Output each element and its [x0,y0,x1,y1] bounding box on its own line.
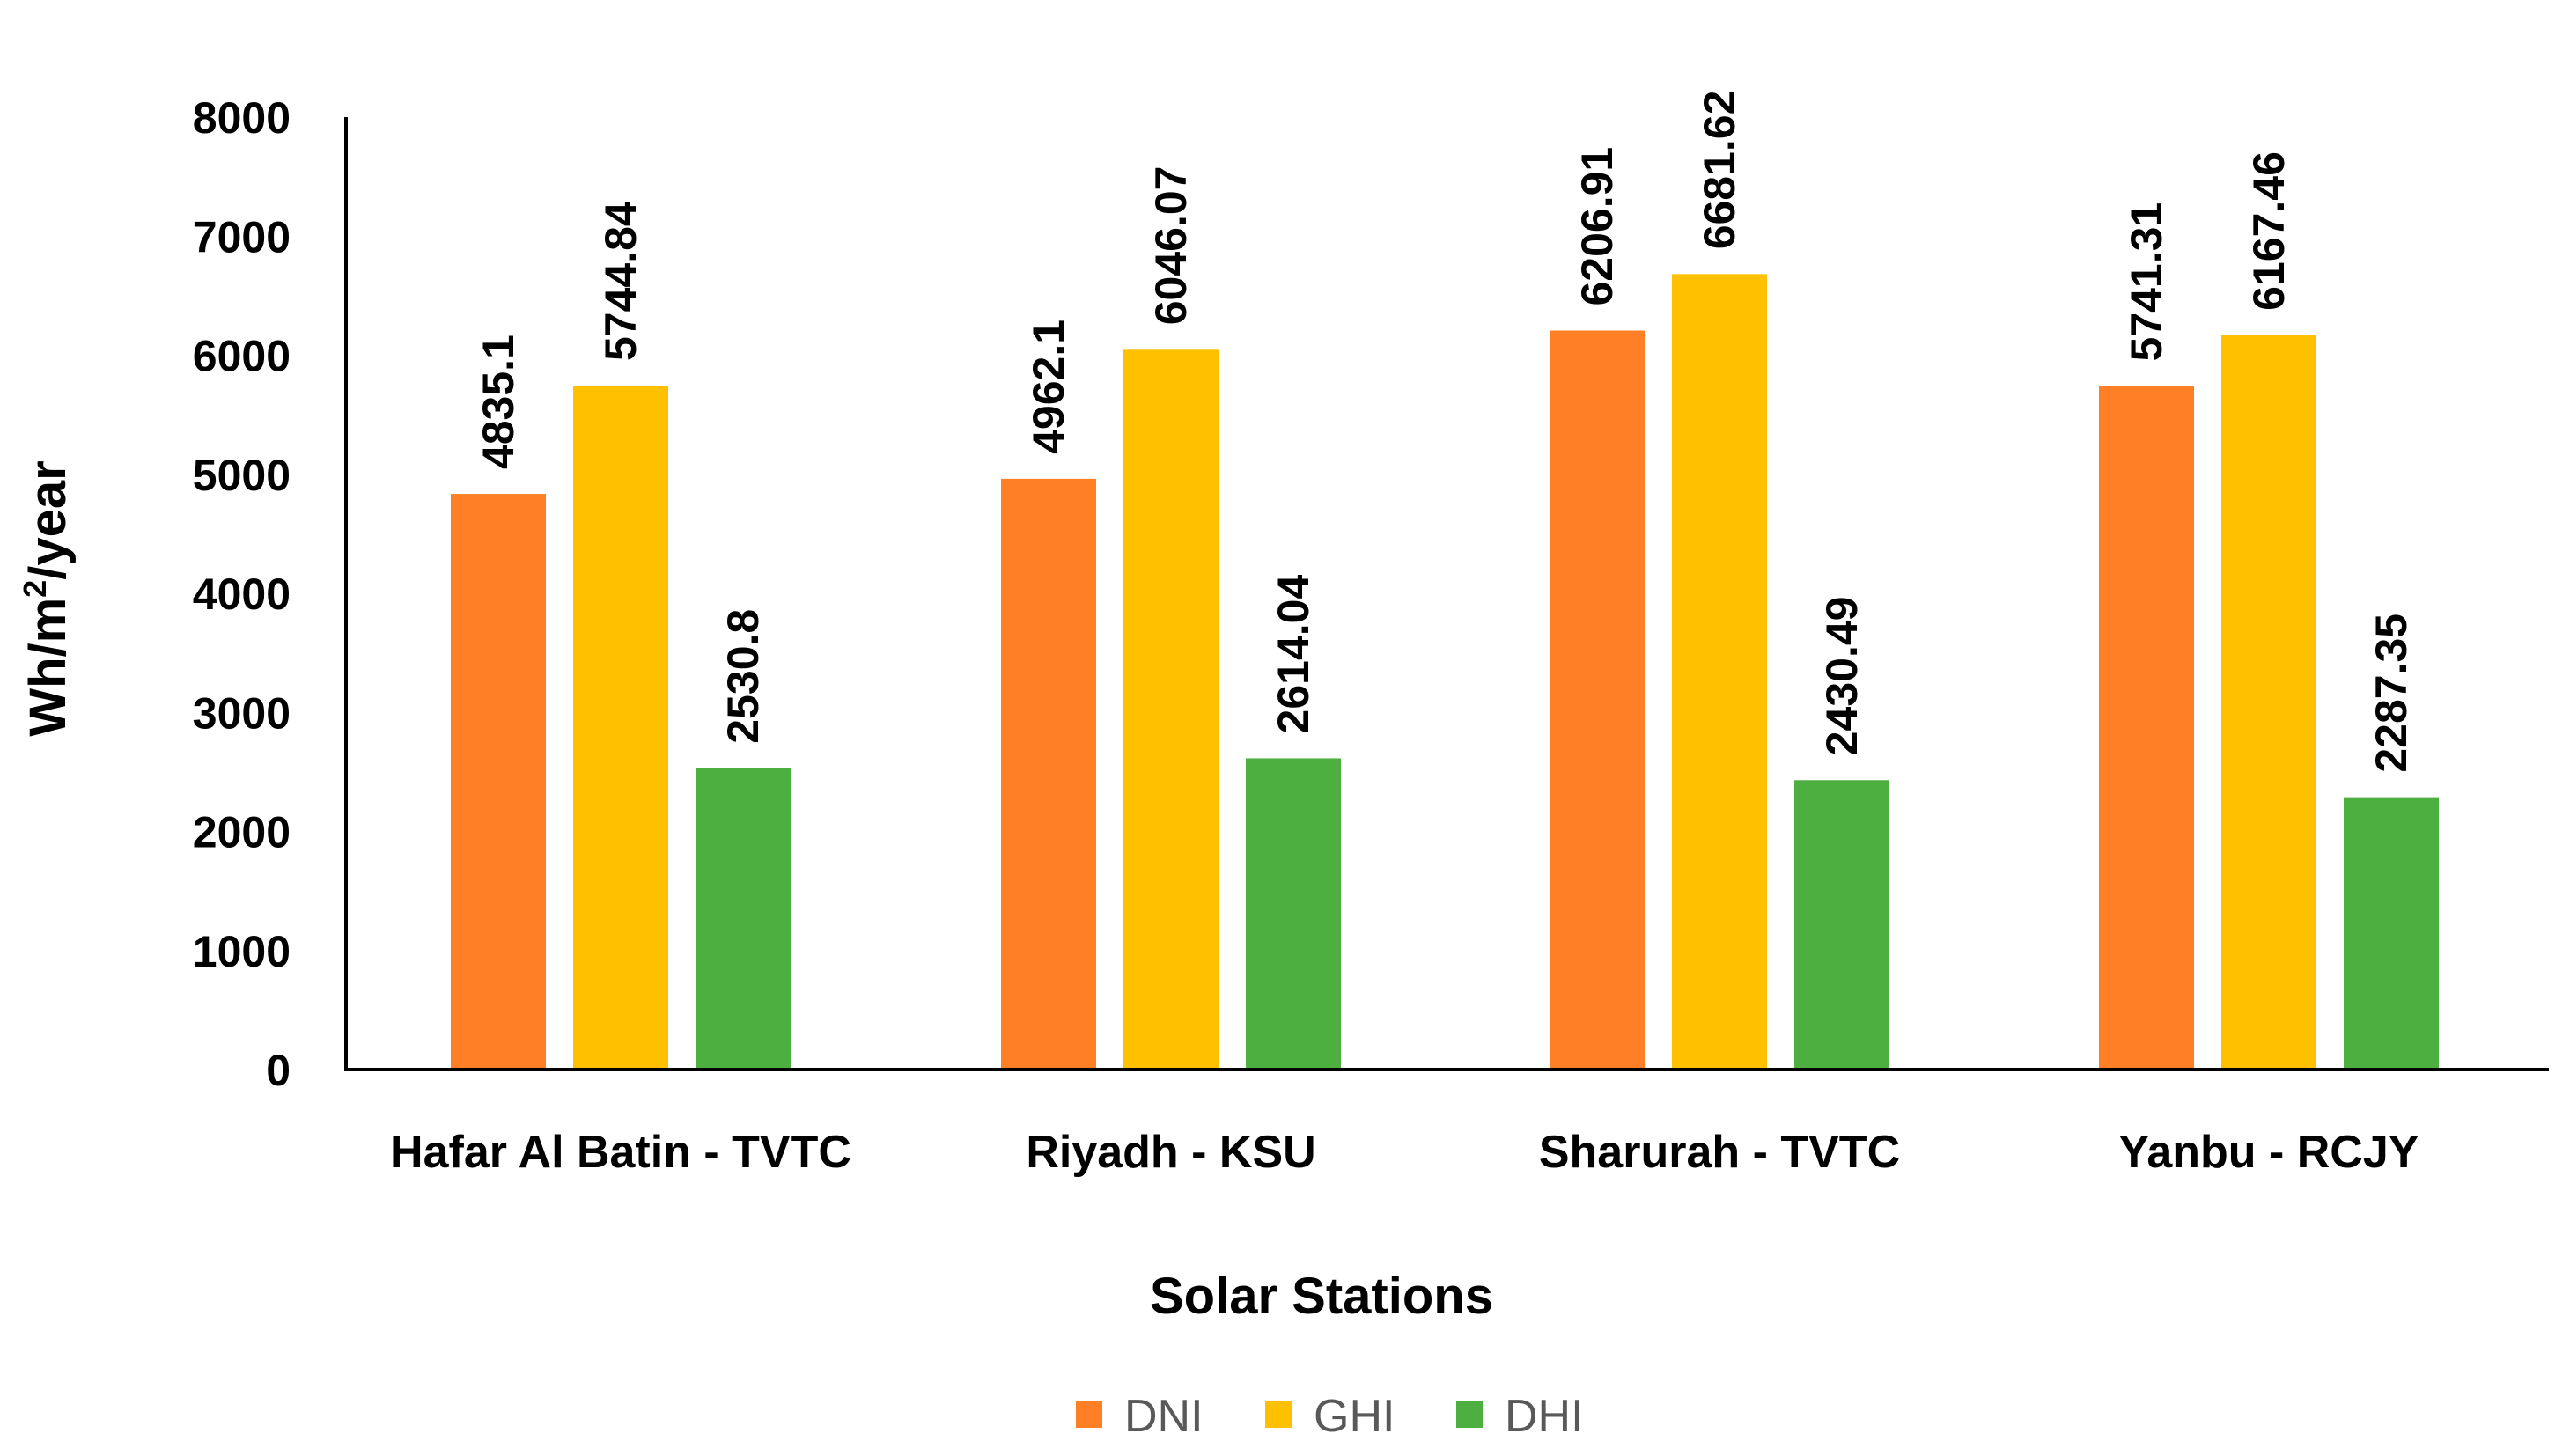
data-labels: 4835.1 4962.1 6206.91 5741.31 5744.84 6046.07… [474,91,2416,773]
data-label-dhi-2: 2614.04 [1269,575,1318,734]
data-label-dhi-1: 2530.8 [718,609,768,744]
bar-dhi-1 [696,768,791,1070]
y-tick-label: 3000 [193,688,291,738]
bars [451,274,2439,1070]
y-tick-label: 0 [266,1046,291,1095]
data-label-dni-2: 4962.1 [1024,320,1073,454]
legend-swatch-dhi [1456,1401,1483,1428]
bar-dhi-4 [2344,797,2439,1070]
bar-ghi-1 [573,386,668,1070]
x-category-label: Riyadh - KSU [1026,1127,1315,1178]
data-label-dhi-3: 2430.49 [1817,597,1867,756]
data-label-dni-3: 6206.91 [1572,147,1622,306]
x-category-label: Sharurah - TVTC [1539,1127,1900,1178]
legend-label-dni: DNI [1124,1391,1204,1442]
bar-dhi-2 [1246,758,1341,1070]
x-category-label: Yanbu - RCJY [2119,1127,2419,1178]
y-tick-label: 5000 [193,451,291,500]
bar-dni-3 [1550,330,1645,1070]
y-tick-label: 1000 [193,927,291,976]
data-label-dhi-4: 2287.35 [2367,614,2416,773]
legend-swatch-ghi [1265,1401,1292,1428]
legend-label-dhi: DHI [1505,1391,1584,1442]
bar-dni-1 [451,494,546,1070]
bar-dni-2 [1001,478,1096,1070]
x-axis-title: Solar Stations [1150,1268,1493,1325]
x-axis-categories: Hafar Al Batin - TVTC Riyadh - KSU Sharura… [390,1127,2419,1178]
data-label-ghi-1: 5744.84 [596,202,645,361]
x-category-label: Hafar Al Batin - TVTC [390,1127,851,1178]
data-label-dni-4: 5741.31 [2122,202,2171,362]
y-tick-label: 6000 [193,332,291,381]
bar-ghi-3 [1672,274,1767,1070]
data-label-dni-1: 4835.1 [474,335,523,469]
y-axis-title: Wh/m2/year [17,460,77,736]
legend-label-ghi: GHI [1314,1391,1395,1442]
data-label-ghi-3: 6681.62 [1695,91,1744,250]
data-label-ghi-2: 6046.07 [1146,166,1196,326]
legend: DNI GHI DHI [1076,1391,1584,1442]
legend-swatch-dni [1076,1401,1102,1428]
y-tick-label: 7000 [193,212,291,261]
y-axis-ticks: 0 1000 2000 3000 4000 5000 6000 7000 8000 [193,93,291,1095]
y-tick-label: 8000 [193,93,291,143]
bar-ghi-2 [1123,349,1219,1070]
bar-ghi-4 [2221,335,2316,1070]
bar-dni-4 [2099,386,2194,1070]
data-label-ghi-4: 6167.46 [2244,151,2294,311]
y-tick-label: 4000 [193,570,291,619]
y-tick-label: 2000 [193,808,291,857]
bar-dhi-3 [1794,780,1889,1070]
